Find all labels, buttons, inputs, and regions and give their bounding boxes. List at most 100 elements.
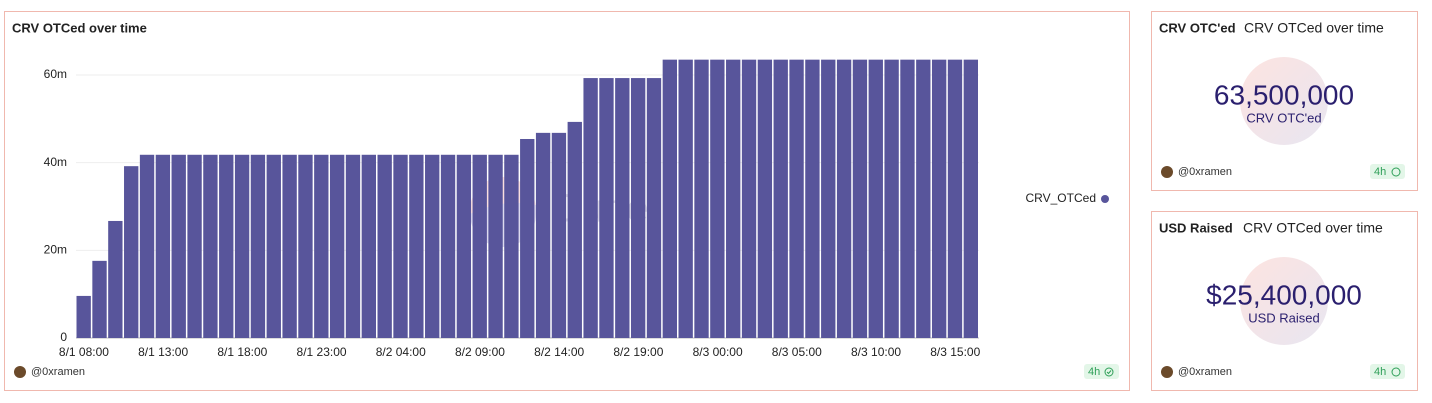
refresh-text: 4h <box>1374 166 1386 178</box>
x-tick-label: 8/1 13:00 <box>138 345 188 359</box>
bar <box>821 59 836 339</box>
bar <box>741 59 757 339</box>
bar <box>139 154 155 338</box>
bar <box>678 59 693 339</box>
bar <box>535 132 551 338</box>
bar <box>361 154 376 338</box>
x-tick-label: 8/3 00:00 <box>693 345 743 359</box>
author: @0xramen <box>31 366 85 378</box>
x-tick-label: 8/2 09:00 <box>455 345 505 359</box>
y-tick-label: 40m <box>44 155 67 169</box>
author: @0xramen <box>1178 366 1232 378</box>
chart-title: CRV OTCed over time <box>12 20 147 35</box>
avatar <box>1161 366 1173 378</box>
bar <box>393 154 408 338</box>
author: @0xramen <box>1178 166 1232 178</box>
refresh-text: 4h <box>1088 366 1100 378</box>
bar <box>345 154 361 338</box>
counter-bg <box>1240 57 1328 145</box>
bar <box>630 78 646 339</box>
x-tick-label: 8/3 15:00 <box>930 345 980 359</box>
counter-value: 63,500,000 <box>1214 79 1354 110</box>
check-icon <box>1391 367 1401 377</box>
bar <box>520 138 535 338</box>
counter-subtitle: CRV OTCed over time <box>1244 20 1384 36</box>
check-icon <box>1391 167 1401 177</box>
bar <box>472 154 487 338</box>
x-tick-label: 8/1 18:00 <box>217 345 267 359</box>
bar <box>916 59 931 339</box>
bar <box>155 154 171 338</box>
y-tick-label: 20m <box>44 243 67 257</box>
x-tick-label: 8/3 10:00 <box>851 345 901 359</box>
bar <box>108 220 123 338</box>
bar <box>92 260 107 338</box>
bar <box>440 154 456 338</box>
bar <box>219 154 234 338</box>
bar <box>694 59 709 339</box>
refresh-text: 4h <box>1374 366 1386 378</box>
bar <box>662 59 677 339</box>
bar <box>884 59 899 339</box>
counter-value: $25,400,000 <box>1206 279 1362 310</box>
bar <box>377 154 392 338</box>
bar <box>266 154 281 338</box>
legend-marker <box>1101 195 1109 203</box>
bar <box>314 154 329 338</box>
bar <box>298 154 313 338</box>
bar <box>171 154 186 338</box>
bar <box>805 59 820 339</box>
bar <box>646 78 662 339</box>
bar <box>599 78 614 339</box>
bar <box>425 154 440 338</box>
check-icon <box>1106 370 1112 375</box>
x-tick-label: 8/2 04:00 <box>376 345 426 359</box>
bar <box>488 154 503 338</box>
counter-label: CRV OTC'ed <box>1246 110 1321 125</box>
bar <box>282 154 297 338</box>
bar <box>234 154 250 338</box>
x-tick-label: 8/2 14:00 <box>534 345 584 359</box>
bar <box>583 78 598 339</box>
bar <box>615 78 630 339</box>
bar <box>250 154 266 338</box>
y-tick-label: 60m <box>44 67 67 81</box>
bar <box>789 59 804 339</box>
bar <box>773 59 788 339</box>
bar <box>757 59 773 339</box>
bar <box>947 59 963 339</box>
bar <box>710 59 725 339</box>
bar <box>187 154 202 338</box>
counter-title: USD Raised <box>1159 220 1233 235</box>
bar <box>852 59 868 339</box>
avatar <box>1161 166 1173 178</box>
avatar <box>14 366 26 378</box>
bar <box>963 59 978 339</box>
y-tick-label: 0 <box>60 330 67 344</box>
x-tick-label: 8/1 08:00 <box>59 345 109 359</box>
x-tick-label: 8/2 19:00 <box>613 345 663 359</box>
check-icon <box>1104 367 1114 377</box>
counter-label: USD Raised <box>1248 310 1320 325</box>
bar <box>567 121 582 338</box>
bar <box>409 154 424 338</box>
bar <box>836 59 852 339</box>
counter-subtitle: CRV OTCed over time <box>1243 220 1383 236</box>
counter-title: CRV OTC'ed <box>1159 20 1236 35</box>
x-tick-label: 8/1 23:00 <box>297 345 347 359</box>
bar <box>551 132 567 338</box>
bar <box>868 59 883 339</box>
bar <box>329 154 345 338</box>
bar <box>726 59 741 339</box>
legend-label: CRV_OTCed <box>1026 191 1096 205</box>
counter-bg <box>1240 257 1328 345</box>
bar <box>76 295 91 338</box>
bar <box>124 166 139 338</box>
bar <box>203 154 218 338</box>
bar <box>900 59 915 339</box>
bar <box>456 154 472 338</box>
bar <box>931 59 947 339</box>
bar <box>504 154 519 338</box>
